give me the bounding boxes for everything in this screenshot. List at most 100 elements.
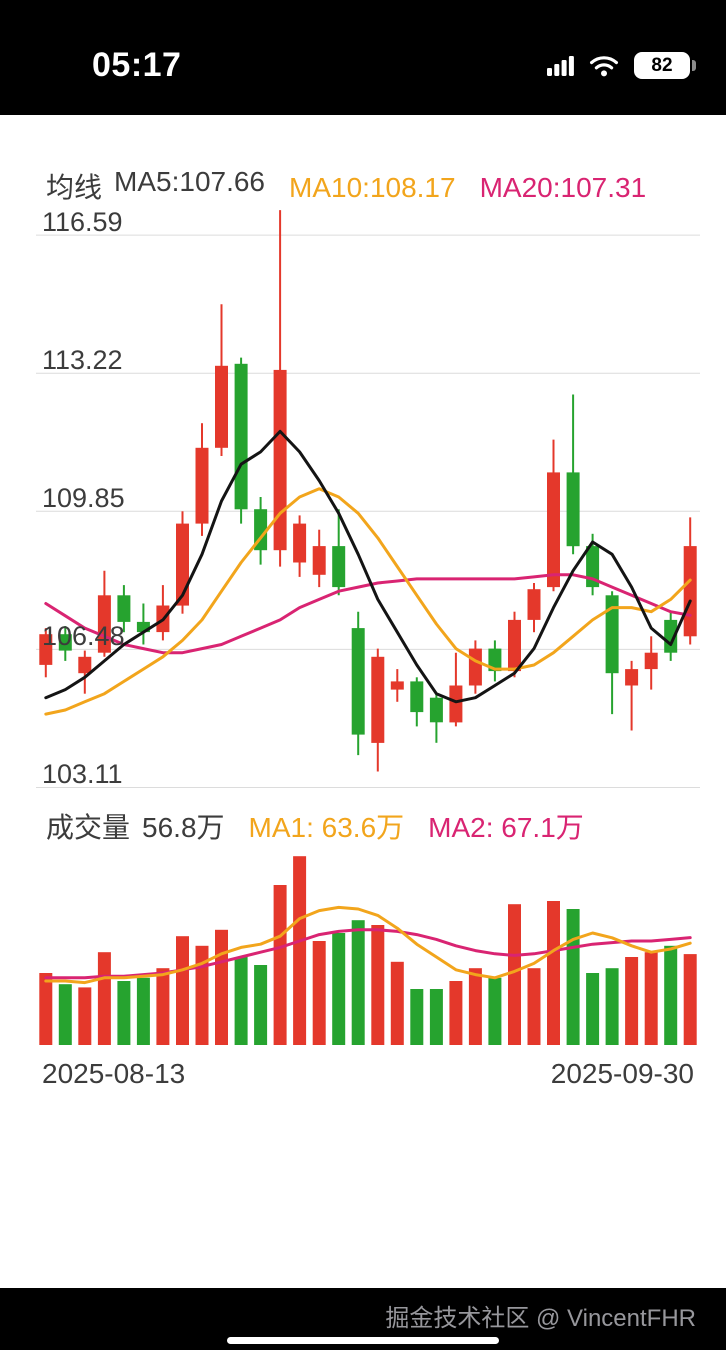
ma10-line bbox=[44, 487, 692, 716]
battery-body: 82 bbox=[634, 52, 690, 79]
ma20-line bbox=[44, 573, 692, 655]
volume-bar bbox=[332, 933, 346, 1045]
candle-body bbox=[117, 595, 131, 622]
candle-body bbox=[390, 681, 404, 690]
start-date-label: 2025-08-13 bbox=[42, 1058, 186, 1089]
status-icons: 82 bbox=[547, 52, 696, 79]
x-axis-dates: 2025-08-13 2025-09-30 bbox=[36, 1058, 700, 1090]
candle-body bbox=[234, 363, 248, 510]
end-date-label: 2025-09-30 bbox=[550, 1058, 694, 1089]
candle-body bbox=[332, 546, 346, 588]
ma20-value: MA20:107.31 bbox=[479, 172, 647, 203]
home-indicator[interactable] bbox=[227, 1337, 499, 1344]
volume-bar bbox=[683, 954, 697, 1045]
candle-body bbox=[566, 472, 580, 547]
battery-nub bbox=[692, 60, 696, 71]
candle-body bbox=[371, 656, 385, 743]
volume-bar bbox=[449, 981, 463, 1045]
volume-title: 成交量 bbox=[46, 812, 131, 843]
volume-bar bbox=[39, 973, 53, 1045]
volume-bar bbox=[293, 856, 307, 1045]
price-chart-legend: 均线 MA5:107.66 MA10:108.17 MA20:107.31 bbox=[46, 166, 646, 206]
battery-percent: 82 bbox=[651, 54, 673, 76]
volume-bar bbox=[312, 941, 326, 1045]
volume-bar bbox=[429, 989, 443, 1045]
candle-body bbox=[351, 628, 365, 735]
volume-bar bbox=[390, 961, 404, 1045]
wifi-icon bbox=[590, 55, 618, 76]
candle-body bbox=[508, 619, 521, 672]
y-axis-label: 109.85 bbox=[42, 483, 125, 514]
volume-value: 56.8万 bbox=[142, 812, 225, 843]
candle-body bbox=[527, 589, 541, 620]
ma-legend-group: 均线 MA5:107.66 bbox=[46, 166, 265, 206]
candle-body bbox=[39, 634, 53, 665]
candle-body bbox=[410, 681, 424, 713]
volume-bar bbox=[605, 968, 619, 1045]
candle-body bbox=[449, 685, 463, 723]
watermark: 掘金技术社区 @ VincentFHR bbox=[385, 1305, 696, 1332]
candle-body bbox=[58, 634, 72, 651]
candle-body bbox=[644, 652, 658, 670]
volume-bar bbox=[488, 977, 502, 1045]
ma5-line bbox=[44, 429, 692, 704]
volume-legend: 成交量 56.8万 MA1: 63.6万 MA2: 67.1万 bbox=[46, 806, 584, 846]
volume-bar bbox=[195, 945, 209, 1045]
volume-ma1-value: MA1: 63.6万 bbox=[248, 812, 405, 843]
candle-body bbox=[293, 523, 307, 563]
volume-bar bbox=[371, 925, 385, 1045]
volume-bar bbox=[215, 929, 228, 1045]
candle-body bbox=[683, 546, 697, 637]
volume-bar bbox=[78, 987, 92, 1045]
candle-body bbox=[605, 595, 619, 674]
volume-chart[interactable] bbox=[36, 845, 700, 1045]
volume-bar bbox=[234, 957, 248, 1045]
status-bar: 05:17 82 bbox=[0, 0, 726, 115]
volume-ma2-line bbox=[44, 928, 692, 980]
volume-bar bbox=[508, 904, 521, 1045]
volume-bar bbox=[254, 965, 268, 1045]
volume-bar bbox=[176, 936, 189, 1045]
volume-bar bbox=[468, 968, 482, 1045]
status-time: 05:17 bbox=[92, 46, 182, 84]
candle-body bbox=[215, 365, 228, 448]
volume-bar bbox=[547, 901, 560, 1045]
volume-bar bbox=[410, 989, 424, 1045]
candle-body bbox=[547, 472, 560, 588]
volume-bar bbox=[58, 984, 72, 1045]
volume-ma2-value: MA2: 67.1万 bbox=[428, 812, 584, 843]
candle-body bbox=[312, 546, 326, 575]
volume-bar bbox=[625, 957, 639, 1045]
candle-body bbox=[488, 648, 502, 672]
ma10-value: MA10:108.17 bbox=[289, 172, 456, 203]
volume-bar bbox=[136, 977, 150, 1045]
price-chart-canvas[interactable] bbox=[36, 206, 700, 792]
volume-bar bbox=[586, 973, 600, 1045]
candle-body bbox=[664, 619, 678, 653]
candle-body bbox=[468, 648, 482, 686]
candle-body bbox=[195, 447, 209, 524]
volume-bar bbox=[273, 885, 287, 1045]
cellular-signal-icon bbox=[547, 55, 574, 76]
candle-body bbox=[625, 669, 639, 686]
bottom-bar: 掘金技术社区 @ VincentFHR bbox=[0, 1288, 726, 1350]
ma-legend-title: 均线 bbox=[46, 172, 103, 203]
candle-body bbox=[273, 369, 287, 551]
candle-body bbox=[136, 621, 150, 633]
y-axis-label: 106.48 bbox=[42, 621, 125, 652]
volume-bar bbox=[351, 920, 365, 1045]
battery-indicator: 82 bbox=[634, 52, 696, 79]
volume-bar bbox=[644, 952, 658, 1045]
y-axis-label: 113.22 bbox=[42, 345, 123, 376]
price-chart[interactable]: 116.59 113.22 109.85 106.48 103.11 bbox=[36, 206, 700, 792]
candle-body bbox=[429, 697, 443, 723]
y-axis-label: 116.59 bbox=[42, 207, 123, 238]
volume-bar bbox=[97, 952, 111, 1045]
volume-bar bbox=[566, 909, 580, 1045]
volume-legend-group: 成交量 56.8万 bbox=[46, 806, 225, 846]
volume-bar bbox=[527, 968, 541, 1045]
ma5-value: MA5:107.66 bbox=[114, 166, 266, 197]
candle-body bbox=[78, 656, 92, 674]
volume-chart-canvas[interactable] bbox=[36, 845, 700, 1045]
volume-bar bbox=[156, 968, 170, 1045]
